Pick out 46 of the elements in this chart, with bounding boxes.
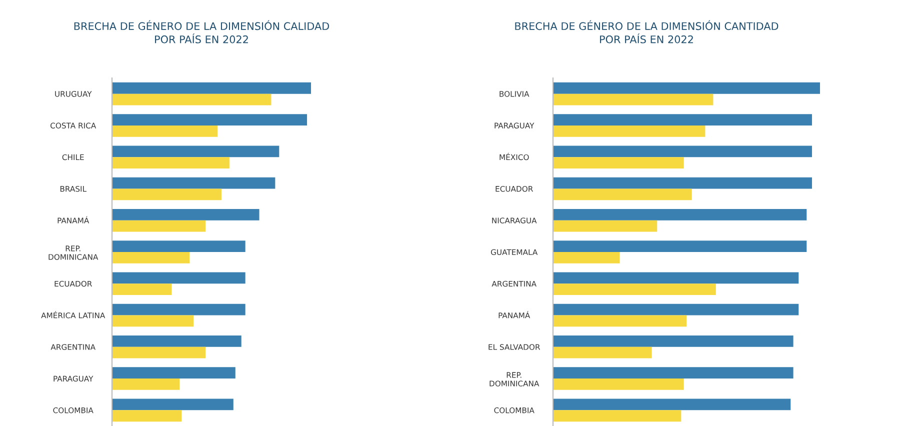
bar [112, 398, 234, 410]
bar [553, 272, 799, 284]
bar [112, 114, 308, 126]
bar [553, 410, 682, 422]
bar [112, 208, 260, 220]
bar [553, 284, 716, 296]
bar [112, 252, 190, 264]
bar [553, 177, 812, 189]
bar [112, 146, 280, 158]
bar [553, 125, 706, 137]
bar [112, 82, 311, 94]
bar [553, 82, 820, 94]
bar [553, 114, 812, 126]
bar [112, 410, 182, 422]
bar [553, 378, 684, 390]
bar [112, 336, 242, 347]
bar [112, 94, 272, 106]
bar [553, 208, 807, 220]
bar [112, 272, 246, 284]
bar [112, 220, 206, 232]
bar [553, 336, 794, 347]
bar [112, 367, 236, 379]
bar [553, 220, 658, 232]
bar [553, 346, 652, 358]
bar [112, 240, 246, 252]
bar [112, 188, 222, 200]
bar [112, 125, 218, 137]
bar [112, 315, 194, 327]
bar [553, 367, 794, 379]
bar [553, 304, 799, 316]
bar [112, 346, 206, 358]
bar [553, 146, 812, 158]
bar [112, 284, 172, 296]
bar [553, 252, 620, 264]
bar [553, 398, 791, 410]
bar [112, 157, 230, 168]
bar [112, 378, 180, 390]
bar [553, 188, 692, 200]
chart-title: BRECHA DE GÉNERO DE LA DIMENSIÓN CALIDAD POR PAÍS EN 2022 [74, 20, 330, 44]
bar [553, 315, 686, 327]
bar [553, 240, 807, 252]
chart-title: BRECHA DE GÉNERO DE LA DIMENSIÓN CANTIDAD POR PAÍS EN 2022 [515, 20, 778, 44]
bar [553, 157, 684, 168]
bar [112, 177, 276, 189]
bar [112, 304, 246, 316]
bar [553, 94, 714, 106]
